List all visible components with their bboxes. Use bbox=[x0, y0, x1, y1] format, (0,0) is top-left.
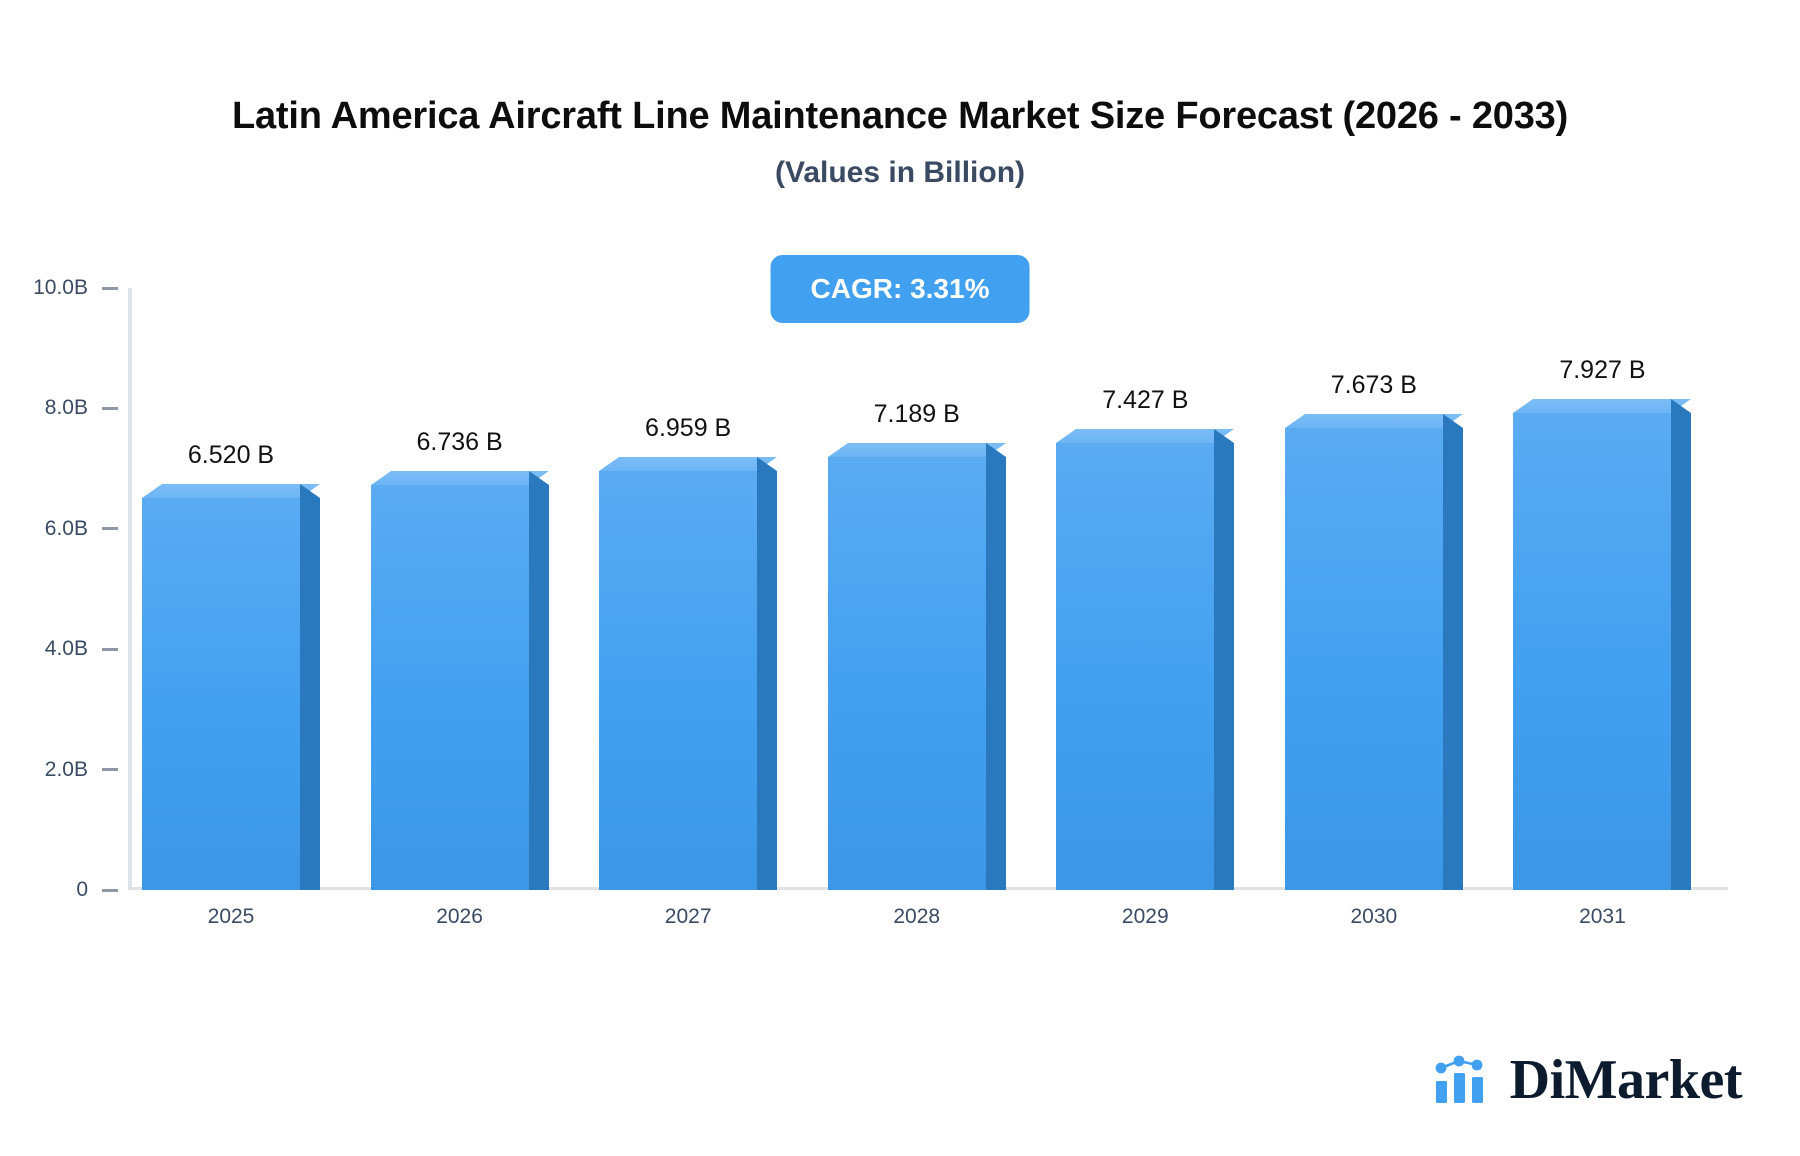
bar-top-bevel bbox=[528, 470, 549, 485]
bar-value-label: 7.927 B bbox=[1559, 355, 1646, 384]
bar[interactable] bbox=[1284, 414, 1463, 890]
bar-front-face bbox=[1284, 428, 1443, 890]
bar-side-face bbox=[1442, 428, 1463, 890]
y-axis-tick-mark bbox=[102, 286, 118, 290]
bar[interactable] bbox=[1513, 398, 1692, 890]
y-axis-tick-mark bbox=[102, 647, 118, 651]
bar-side-face bbox=[1671, 412, 1692, 890]
bar-top-face bbox=[1284, 414, 1463, 429]
bar-top-bevel bbox=[757, 457, 778, 472]
bar-value-label: 7.427 B bbox=[1102, 385, 1189, 414]
bar-top-bevel bbox=[985, 443, 1006, 458]
bar[interactable] bbox=[827, 443, 1006, 890]
bar-side-face bbox=[985, 457, 1006, 890]
bar-front-face bbox=[827, 457, 986, 890]
bar-front-face bbox=[142, 497, 300, 890]
bar-front-face bbox=[1056, 442, 1215, 890]
bar[interactable] bbox=[370, 470, 549, 890]
x-axis-tick-label: 2031 bbox=[1579, 905, 1626, 928]
y-axis-tick-mark bbox=[102, 768, 118, 772]
y-axis-tick-label: 10.0B bbox=[33, 276, 88, 299]
y-axis-line bbox=[128, 288, 132, 890]
x-axis-tick-label: 2025 bbox=[207, 905, 255, 928]
bar-side-face bbox=[1214, 442, 1235, 890]
dimarket-logo: DiMarket bbox=[1434, 1049, 1743, 1111]
bar-top-bevel bbox=[1214, 428, 1235, 443]
bar[interactable] bbox=[599, 457, 778, 890]
y-axis-tick-label: 0 bbox=[76, 878, 88, 901]
bar-value-label: 6.959 B bbox=[645, 414, 732, 443]
chart-subtitle: (Values in Billion) bbox=[774, 155, 1026, 189]
x-axis-tick-label: 2029 bbox=[1121, 905, 1169, 928]
bar-top-face bbox=[142, 483, 320, 498]
bar-top-face bbox=[827, 443, 1006, 458]
x-axis-tick-label: 2027 bbox=[664, 905, 712, 928]
bar-top-face bbox=[599, 457, 778, 472]
bar-front-face bbox=[599, 471, 758, 890]
x-axis-tick-label: 2028 bbox=[893, 905, 941, 928]
y-axis-tick-mark bbox=[102, 888, 118, 892]
bar-top-face bbox=[1056, 428, 1235, 443]
y-axis-tick-label: 8.0B bbox=[44, 396, 88, 420]
bar-group: 6.520 B bbox=[142, 288, 320, 890]
bar[interactable] bbox=[142, 483, 320, 890]
y-axis-tick-label: 4.0B bbox=[44, 637, 88, 661]
bar-chart-dots-icon bbox=[1435, 1055, 1483, 1103]
bar-top-bevel bbox=[1442, 414, 1463, 429]
y-axis-tick-mark bbox=[102, 406, 118, 410]
x-axis-labels: 2025 2026 2027 2028 2029 2030 2031 bbox=[128, 905, 1728, 945]
title-block: Latin America Aircraft Line Maintenance … bbox=[0, 95, 1800, 190]
x-axis-tick-label: 2030 bbox=[1350, 905, 1398, 928]
page-title: Latin America Aircraft Line Maintenance … bbox=[231, 95, 1569, 137]
bar-group: 7.427 B bbox=[1056, 288, 1235, 890]
bar-group: 7.673 B bbox=[1284, 288, 1463, 890]
bar-front-face bbox=[1513, 412, 1672, 890]
bar[interactable] bbox=[1056, 428, 1235, 890]
bar-top-face bbox=[1513, 398, 1692, 413]
bar-group: 6.736 B bbox=[370, 288, 549, 890]
bar-top-bevel bbox=[1671, 398, 1692, 413]
x-axis-tick-label: 2026 bbox=[436, 905, 483, 928]
y-axis-tick-mark bbox=[102, 527, 118, 531]
bar-value-label: 7.673 B bbox=[1330, 371, 1417, 400]
bar-top-face bbox=[370, 470, 549, 485]
bar-group: 6.959 B bbox=[599, 288, 778, 890]
bar-side-face bbox=[757, 471, 778, 890]
logo-wordmark: DiMarket bbox=[1509, 1049, 1743, 1111]
bar-top-bevel bbox=[300, 483, 320, 498]
bar-front-face bbox=[370, 484, 529, 890]
bar-value-label: 7.189 B bbox=[873, 400, 960, 429]
bar-side-face bbox=[300, 497, 320, 890]
bar-group: 7.927 B bbox=[1513, 288, 1692, 890]
bar-value-label: 6.736 B bbox=[416, 427, 503, 456]
plot-area: 0 2.0B 4.0B 6.0B 8.0B 10.0B 6.520 B 6.736 B 6.9… bbox=[33, 276, 1728, 901]
y-axis-tick-label: 2.0B bbox=[44, 757, 88, 781]
bar-series: 6.520 B 6.736 B 6.959 B 7.189 B 7.427 B 7.673… bbox=[128, 288, 1728, 890]
bar-group: 7.189 B bbox=[827, 288, 1006, 890]
bar-value-label: 6.520 B bbox=[187, 440, 275, 469]
y-axis-tick-label: 6.0B bbox=[44, 516, 88, 540]
bar-side-face bbox=[528, 484, 549, 890]
cagr-badge: CAGR: 3.31% bbox=[770, 255, 1030, 323]
